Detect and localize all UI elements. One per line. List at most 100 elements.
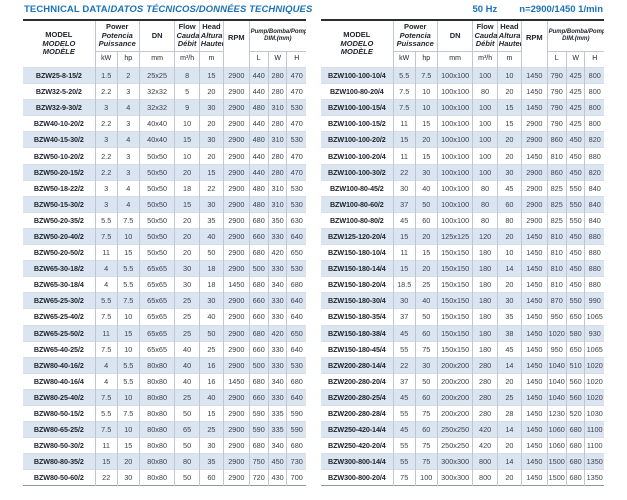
cell-power-kw: 37 [392,308,416,325]
cell-head: 20 [198,83,225,100]
cell-head: 80 [496,211,523,229]
cell-dim-h: 800 [584,115,604,132]
cell-dim-w: 350 [267,211,288,229]
cell-power-kw: 7.5 [94,340,118,358]
cell-rpm: 2900 [521,179,548,197]
cell-dim-w: 335 [267,421,288,438]
cell-power-hp: 7.5 [116,211,140,229]
cell-model: BZW65-30-18/4 [23,276,96,293]
cell-rpm: 2900 [223,244,250,261]
cell-rpm: 1450 [521,276,548,293]
unit-dim-l: L [546,51,567,68]
col-header-dim: Pump/Bomba/Pompe DIM.(mm) [248,20,306,52]
cell-dim-w: 310 [267,131,288,148]
tables-container: MODEL MODELO MODÈLE Power Potencia Puiss… [23,19,604,487]
cell-model: BZW80-40-16/2 [23,356,96,374]
power-label-es: Potencia [101,30,133,40]
cell-head: 20 [198,147,225,165]
cell-dim-w: 680 [565,453,586,470]
table-row: BZW300-800-20/4 75 100 300x300 800 20 1450 1500… [321,469,604,486]
cell-dim-l: 790 [546,99,567,116]
cell-head: 35 [198,211,225,229]
cell-model: BZW150-180-30/4 [321,292,394,309]
cell-model: BZW65-30-18/2 [23,260,96,277]
cell-flow: 25 [174,292,200,309]
cell-flow: 15 [174,195,200,213]
unit-hp: hp [414,51,438,68]
cell-flow: 30 [174,276,200,293]
page-title: TECHNICAL DATA/DATOS TÉCNICOS/DONNÉES TE… [24,4,312,15]
table-row: BZW100-80-60/2 37 50 100x100 80 60 2900 825 550 8… [321,195,604,213]
cell-flow: 100 [472,99,498,116]
cell-head: 60 [496,195,523,213]
cell-power-hp: 10 [116,308,140,325]
cell-head: 14 [496,421,523,438]
cell-head: 20 [496,83,523,100]
cell-dim-l: 680 [248,324,269,342]
cell-dim-w: 450 [267,453,288,470]
cell-dim-h: 990 [584,292,604,309]
cell-dim-h: 1100 [584,421,604,438]
cell-dim-h: 640 [286,292,306,309]
table-header: MODEL MODELO MODÈLE Power Potencia Puiss… [321,20,604,68]
cell-dim-w: 680 [565,437,586,454]
head-label-en: Head [202,21,221,31]
cell-dim-w: 420 [267,244,288,261]
cell-dim-l: 790 [546,66,567,84]
cell-dn: 50x50 [138,227,176,245]
cell-flow: 50 [174,404,200,422]
table-row: BZW80-25-40/2 7.5 10 80x80 25 40 2900 660 330 640 [23,388,306,406]
cell-dim-l: 1020 [546,324,567,342]
cell-dim-w: 335 [267,404,288,422]
cell-power-hp: 40 [414,179,438,197]
cell-head: 20 [496,276,523,293]
cell-rpm: 2900 [223,292,250,309]
cell-dim-w: 450 [565,244,586,261]
cell-power-kw: 3 [94,131,118,148]
cell-model: BZW65-40-25/2 [23,340,96,358]
table-row: BZW200-280-20/4 37 50 200x200 280 20 1450 1040 5… [321,372,604,390]
cell-dim-l: 440 [248,66,269,84]
cell-power-hp: 60 [414,388,438,406]
cell-head: 30 [198,292,225,309]
cell-dn: 300x300 [436,453,474,470]
cell-head: 15 [198,404,225,422]
cell-flow: 280 [472,356,498,374]
table-row: BZW100-80-80/2 45 60 100x100 80 80 2900 825 550 8… [321,211,604,229]
cell-dim-h: 1065 [584,308,604,325]
cell-power-kw: 4 [94,276,118,293]
cell-dim-h: 1020 [584,372,604,390]
cell-flow: 800 [472,453,498,470]
head-label-es: Altura [200,30,223,40]
cell-dim-w: 340 [267,437,288,454]
cell-model: BZW200-280-20/4 [321,372,394,390]
cell-rpm: 2900 [223,66,250,84]
cell-rpm: 2900 [521,211,548,229]
cell-rpm: 1450 [521,453,548,470]
cell-model: BZW100-100-10/4 [321,66,394,84]
cell-flow: 25 [174,388,200,406]
cell-dim-l: 500 [248,260,269,277]
cell-dim-h: 820 [584,163,604,181]
cell-dim-h: 840 [584,179,604,197]
cell-model: BZW200-280-28/4 [321,404,394,422]
col-header-flow: Flow Caudal Débit [472,20,498,52]
table-row: BZW100-80-20/4 7.5 10 100x100 80 20 1450 790 425… [321,83,604,100]
power-label-en: Power [105,21,129,31]
cell-rpm: 2900 [223,356,250,374]
cell-power-kw: 55 [392,404,416,422]
cell-dim-h: 470 [286,115,306,132]
table-row: BZW150-180-20/4 18.5 25 150x150 180 20 1450 810… [321,276,604,293]
unit-mm: mm [436,51,474,68]
cell-flow: 10 [174,147,200,165]
cell-dim-w: 425 [565,66,586,84]
table-row: BZW50-18-22/2 3 4 50x50 18 22 2900 480 310 530 [23,179,306,197]
table-row: BZW65-25-30/2 5.5 7.5 65x65 25 30 2900 660 330 64… [23,292,306,309]
cell-flow: 100 [472,163,498,181]
cell-power-hp: 25 [414,276,438,293]
cell-head: 30 [198,195,225,213]
cell-dim-l: 1060 [546,421,567,438]
cell-model: BZW50-20-35/2 [23,211,96,229]
cell-dim-h: 800 [584,83,604,100]
unit-kw: kW [95,51,118,68]
